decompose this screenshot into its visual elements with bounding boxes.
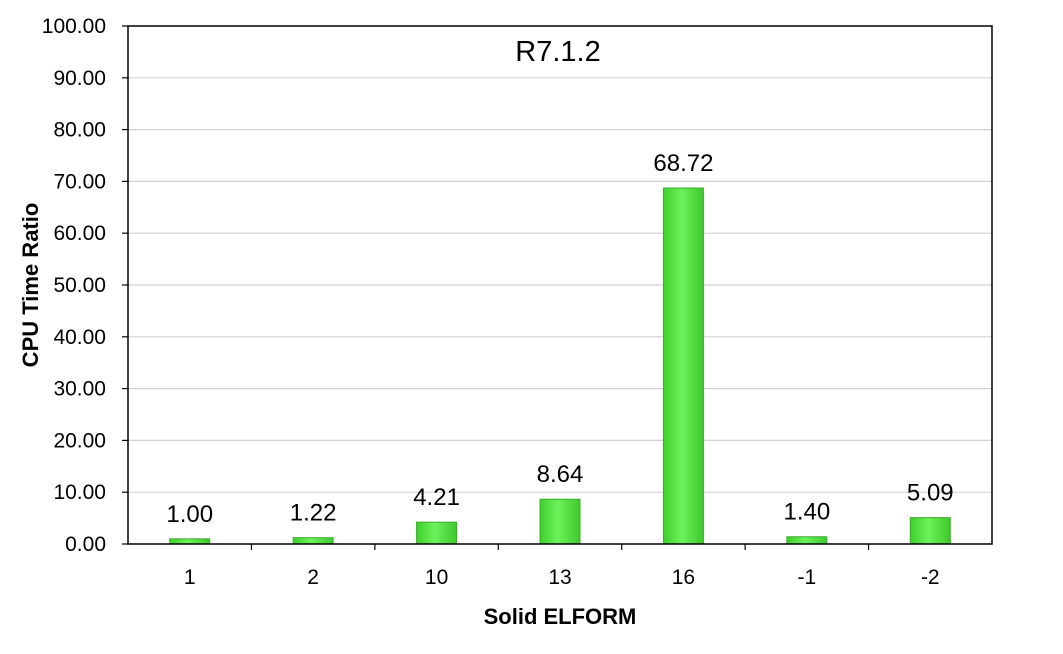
- x-axis-title: Solid ELFORM: [484, 604, 637, 629]
- x-tick-label: -2: [921, 566, 940, 589]
- data-label: 1.00: [166, 501, 213, 528]
- y-tick-labels: 0.00 10.00 20.00 30.00 40.00 50.00 60.00 70.00 8…: [42, 15, 106, 556]
- bar-13: [539, 498, 581, 545]
- data-label: 8.64: [537, 461, 584, 488]
- data-label: 1.40: [783, 499, 830, 526]
- gridlines: [122, 25, 992, 545]
- bar-10: [416, 521, 458, 545]
- y-tick-label: 90.00: [53, 67, 106, 90]
- y-tick-label: 60.00: [53, 222, 106, 245]
- y-tick-label: 100.00: [42, 15, 106, 38]
- x-tick-label: 13: [548, 566, 571, 589]
- bar-2: [292, 537, 334, 545]
- y-tick-label: 20.00: [53, 429, 106, 452]
- bar-1: [169, 538, 211, 545]
- y-tick-label: 50.00: [53, 274, 106, 297]
- data-label: 4.21: [413, 484, 460, 511]
- y-tick-label: 30.00: [53, 378, 106, 401]
- x-tick-label: 2: [307, 566, 319, 589]
- bars: [169, 187, 951, 545]
- y-tick-label: 10.00: [53, 481, 106, 504]
- bar--2: [909, 517, 951, 545]
- data-label: 68.72: [653, 150, 713, 177]
- data-labels: 1.00 1.22 4.21 8.64 68.72 1.40 5.09: [166, 150, 953, 528]
- x-tick-label: 1: [184, 566, 196, 589]
- chart-title: R7.1.2: [515, 36, 600, 68]
- x-tick-labels: 1 2 10 13 16 -1 -2: [184, 566, 940, 589]
- y-tick-label: 0.00: [65, 533, 106, 556]
- bar--1: [786, 536, 828, 545]
- data-label: 1.22: [290, 500, 337, 527]
- y-tick-label: 80.00: [53, 119, 106, 142]
- plot-area: [127, 25, 993, 545]
- y-tick-label: 40.00: [53, 326, 106, 349]
- x-tick-label: 10: [425, 566, 448, 589]
- x-tick-label: -1: [798, 566, 817, 589]
- y-tick-label: 70.00: [53, 170, 106, 193]
- x-tick-marks: [250, 544, 870, 550]
- data-label: 5.09: [907, 480, 954, 507]
- bar-16: [662, 187, 704, 545]
- y-axis-title: CPU Time Ratio: [18, 203, 43, 368]
- x-tick-label: 16: [672, 566, 695, 589]
